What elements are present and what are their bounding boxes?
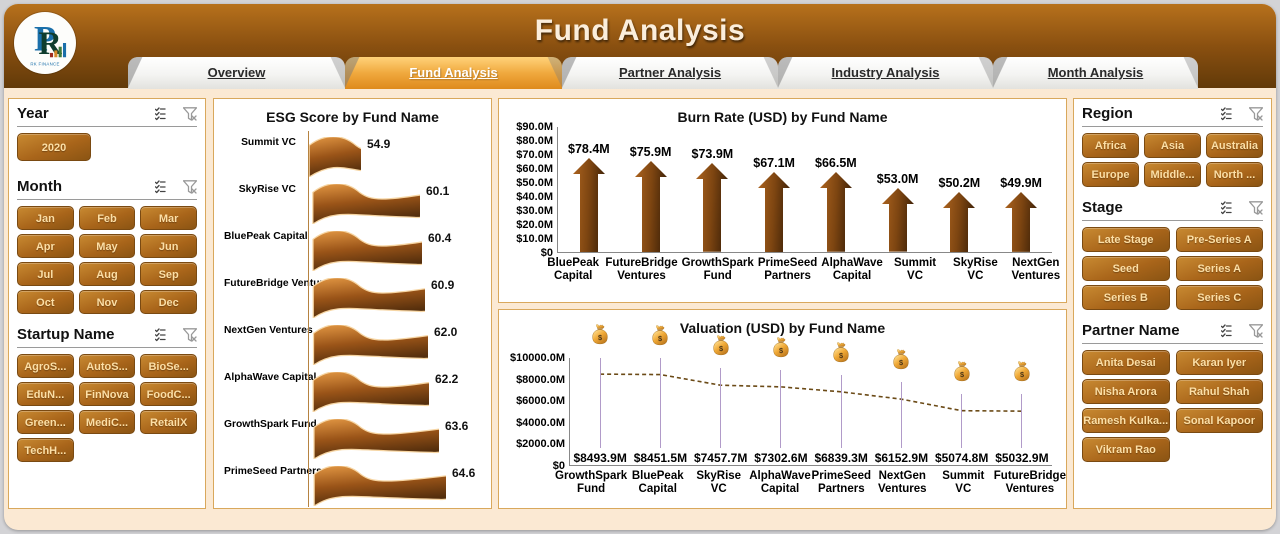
svg-text:$: $ — [1020, 370, 1024, 379]
svg-text:$: $ — [719, 344, 723, 353]
svg-text:$: $ — [658, 334, 662, 343]
svg-text:$: $ — [598, 333, 602, 342]
svg-text:$: $ — [899, 358, 903, 367]
svg-text:$: $ — [839, 351, 843, 360]
svg-text:RK FINANCE: RK FINANCE — [30, 61, 59, 66]
svg-text:$: $ — [779, 346, 783, 355]
svg-text:$: $ — [960, 370, 964, 379]
